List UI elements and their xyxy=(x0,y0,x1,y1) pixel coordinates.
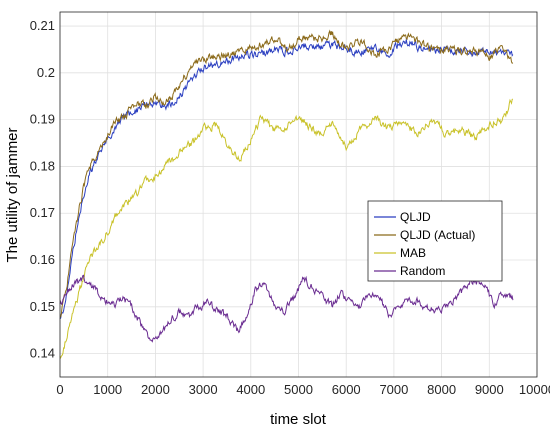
x-tick-label: 0 xyxy=(56,382,63,397)
y-axis-label: The utility of jammer xyxy=(4,127,21,262)
x-tick-label: 3000 xyxy=(189,382,218,397)
x-tick-label: 9000 xyxy=(475,382,504,397)
x-tick-label: 7000 xyxy=(379,382,408,397)
legend: QLJD QLJD (Actual) MAB Random xyxy=(367,200,503,282)
y-tick-label: 0.16 xyxy=(30,252,55,267)
legend-label: Random xyxy=(400,264,445,278)
x-axis-label: time slot xyxy=(270,411,327,428)
series-line-0 xyxy=(59,39,514,320)
y-tick-label: 0.15 xyxy=(30,299,55,314)
legend-label: MAB xyxy=(400,246,426,260)
x-tick-label: 1000 xyxy=(93,382,122,397)
x-tick-label: 4000 xyxy=(236,382,265,397)
x-tick-label: 5000 xyxy=(284,382,313,397)
legend-box xyxy=(367,200,503,282)
legend-label: QLJD (Actual) xyxy=(400,228,475,242)
y-tick-label: 0.18 xyxy=(30,158,55,173)
series-line-3 xyxy=(59,274,514,343)
x-tick-label: 2000 xyxy=(141,382,170,397)
plot-frame xyxy=(59,11,538,378)
series-line-1 xyxy=(60,29,514,318)
tick-labels: 0 1000 2000 3000 4000 5000 6000 7000 8000 9000 100… xyxy=(30,18,550,397)
y-tick-label: 0.19 xyxy=(30,112,55,127)
legend-label: QLJD xyxy=(400,210,431,224)
series-line-2 xyxy=(59,98,514,359)
series-lines xyxy=(59,29,514,359)
x-tick-label: 6000 xyxy=(332,382,361,397)
y-tick-label: 0.2 xyxy=(37,65,55,80)
x-tick-label: 8000 xyxy=(427,382,456,397)
y-tick-label: 0.14 xyxy=(30,346,55,361)
y-tick-label: 0.21 xyxy=(30,18,55,33)
y-tick-label: 0.17 xyxy=(30,205,55,220)
